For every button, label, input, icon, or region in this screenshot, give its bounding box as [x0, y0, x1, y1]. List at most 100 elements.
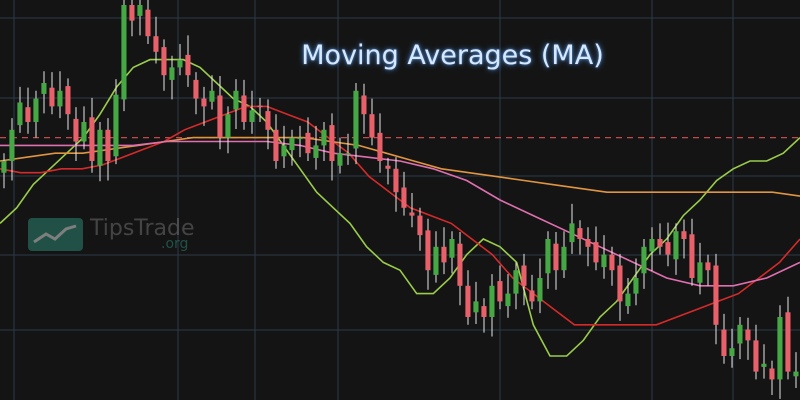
candle	[585, 227, 591, 267]
candle	[609, 246, 615, 286]
candle-body-up	[209, 90, 215, 102]
candle	[545, 231, 551, 289]
candle-body-down	[617, 265, 623, 302]
candle	[577, 220, 583, 255]
candle	[521, 253, 527, 306]
candle	[401, 171, 407, 216]
candle-body-down	[49, 87, 55, 107]
candle-body-up	[489, 285, 495, 317]
candle-body-down	[665, 242, 671, 255]
candle	[209, 75, 215, 110]
candle	[617, 253, 623, 321]
candle-body-down	[185, 54, 191, 76]
candle-body-down	[401, 187, 407, 208]
candle-body-up	[673, 231, 679, 260]
watermark-domain: .org	[161, 236, 189, 252]
candle	[745, 317, 751, 360]
candle-body-down	[425, 230, 431, 271]
candle	[793, 352, 799, 388]
candle	[265, 99, 271, 150]
candle	[697, 242, 703, 295]
candle-body-down	[257, 105, 263, 108]
candle-body-up	[81, 122, 87, 142]
candle	[665, 222, 671, 267]
candle-body-up	[321, 129, 327, 146]
candle-body-up	[337, 153, 343, 166]
candle	[81, 106, 87, 150]
candle	[513, 262, 519, 310]
candle-body-down	[721, 329, 727, 356]
candle	[769, 360, 775, 395]
candle	[249, 90, 255, 134]
candle	[153, 16, 159, 64]
watermark-logo	[28, 218, 83, 251]
candle	[489, 274, 495, 337]
candle	[473, 281, 479, 325]
candle-body-up	[9, 129, 15, 161]
candle-body-up	[729, 348, 735, 356]
candle	[321, 122, 327, 161]
candle-body-down	[481, 306, 487, 317]
watermark-name: TipsTrade	[90, 216, 195, 241]
candle-body-down	[393, 168, 399, 193]
candle	[777, 305, 783, 399]
candle-body-down	[457, 243, 463, 286]
candle-body-down	[553, 243, 559, 271]
candle-body-up	[625, 293, 631, 307]
candle	[441, 227, 447, 275]
candle	[537, 258, 543, 314]
candle	[289, 129, 295, 166]
candle-body-down	[745, 329, 751, 341]
candle-body-down	[193, 79, 199, 99]
candle	[169, 55, 175, 100]
candle-body-down	[769, 368, 775, 380]
candle-body-up	[761, 363, 767, 367]
candle	[193, 72, 199, 115]
candle-body-up	[473, 301, 479, 313]
moving-average-line-2	[0, 105, 800, 326]
candle-body-up	[225, 114, 231, 138]
candle	[241, 79, 247, 130]
candle	[761, 344, 767, 379]
candle-body-down	[529, 290, 535, 302]
candle-body-down	[713, 265, 719, 325]
candle-body-down	[577, 228, 583, 239]
candle-body-down	[753, 340, 759, 372]
candle	[353, 83, 359, 165]
candle	[113, 79, 119, 165]
candle-body-down	[385, 165, 391, 169]
candle	[121, 0, 127, 112]
candle-body-up	[97, 129, 103, 166]
candle	[201, 86, 207, 126]
candle	[409, 192, 415, 228]
candle-body-down	[105, 129, 111, 161]
candle	[593, 226, 599, 271]
candle	[233, 79, 239, 130]
candle	[129, 0, 135, 37]
candle	[33, 90, 39, 138]
moving-average-line-3	[0, 136, 800, 197]
candle-body-down	[217, 95, 223, 138]
candle	[673, 223, 679, 275]
candle-body-up	[649, 239, 655, 252]
candle	[377, 113, 383, 173]
moving-average-line-4	[0, 140, 800, 287]
candle	[729, 328, 735, 368]
candle-body-up	[41, 83, 47, 94]
candle-body-up	[313, 145, 319, 158]
candle-body-up	[289, 137, 295, 151]
candle	[553, 231, 559, 290]
candle	[505, 274, 511, 318]
candle	[625, 278, 631, 314]
candle	[465, 270, 471, 325]
candle-body-up	[169, 67, 175, 80]
candle-body-up	[137, 5, 143, 16]
candle-body-up	[433, 246, 439, 275]
candle	[481, 298, 487, 333]
candle	[297, 125, 303, 158]
candle-body-down	[273, 129, 279, 161]
candle	[305, 117, 311, 161]
candle	[313, 125, 319, 170]
candle-body-down	[241, 95, 247, 122]
